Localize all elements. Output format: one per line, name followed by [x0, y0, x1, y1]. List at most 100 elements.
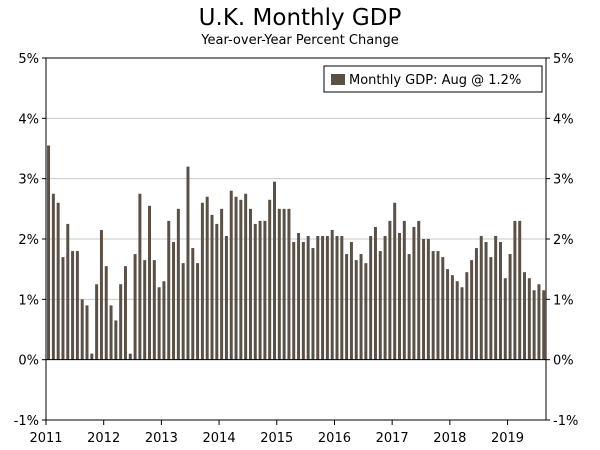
bar [340, 235, 344, 360]
bar [114, 320, 118, 360]
bar [470, 260, 474, 360]
x-tick-label: 2011 [29, 431, 62, 446]
bar [277, 208, 281, 360]
x-tick-label: 2012 [87, 431, 120, 446]
bar [85, 305, 89, 360]
y-tick-label-left: 1% [18, 293, 39, 308]
bar [47, 145, 51, 360]
y-tick-label-left: 4% [18, 112, 39, 127]
y-tick-label-right: 4% [553, 112, 574, 127]
y-tick-label-right: 3% [553, 173, 574, 188]
y-tick-label-right: 1% [553, 293, 574, 308]
bar [537, 284, 541, 360]
bar [148, 205, 151, 360]
bar [287, 208, 291, 360]
chart-title: U.K. Monthly GDP [198, 5, 402, 31]
bar [152, 260, 156, 360]
bar [335, 235, 339, 360]
bar [297, 232, 301, 360]
bar [61, 257, 65, 360]
bar [325, 235, 329, 360]
bar [80, 299, 84, 360]
bar [95, 284, 99, 360]
bar [518, 220, 522, 360]
y-tick-label-right: 0% [553, 354, 574, 369]
bar [56, 202, 60, 360]
bar [441, 257, 445, 360]
x-tick-label: 2019 [491, 431, 524, 446]
bar [426, 239, 430, 360]
bar [354, 260, 358, 360]
bar [109, 305, 113, 360]
bar [479, 235, 483, 360]
bar [99, 229, 103, 360]
x-tick-label: 2015 [260, 431, 293, 446]
y-axis-left: -1% 0% 1% 2% 3% 4% 5% [14, 52, 46, 429]
bar [172, 242, 176, 360]
bar [417, 220, 421, 360]
x-tick-label: 2013 [145, 431, 178, 446]
bar [181, 263, 185, 360]
bar [527, 278, 531, 360]
bar [301, 242, 305, 360]
bar [330, 229, 334, 360]
bar [196, 263, 200, 360]
bar [258, 220, 262, 360]
bar [162, 281, 166, 360]
bar [306, 235, 310, 360]
bar [200, 202, 204, 360]
bar [393, 202, 397, 360]
bar [465, 272, 469, 360]
bar [292, 242, 296, 360]
bar [104, 266, 108, 360]
bar [345, 254, 349, 360]
bar [378, 251, 382, 360]
bar [215, 223, 219, 360]
bar [369, 235, 373, 360]
y-tick-label-left: -1% [14, 414, 39, 429]
x-tick-label: 2014 [203, 431, 236, 446]
bar [191, 248, 195, 360]
bar [263, 220, 267, 360]
bar [229, 190, 233, 360]
bar [542, 290, 546, 360]
bar [494, 235, 498, 360]
bar [484, 242, 488, 360]
legend-swatch [331, 74, 345, 85]
bar [186, 166, 190, 360]
x-tick-label: 2018 [433, 431, 466, 446]
bar [234, 196, 238, 360]
y-axis-right: -1% 0% 1% 2% 3% 4% 5% [546, 52, 578, 429]
bar [383, 235, 387, 360]
bar [422, 239, 426, 360]
bar [349, 242, 353, 360]
legend: Monthly GDP: Aug @ 1.2% [323, 65, 543, 93]
bar [407, 254, 411, 360]
bar [167, 220, 171, 360]
bar [523, 272, 526, 360]
bar [431, 251, 435, 360]
bar [244, 193, 248, 360]
bar [239, 199, 243, 360]
bar [474, 248, 478, 360]
bar [446, 269, 450, 360]
bar [224, 235, 228, 360]
y-tick-label-left: 3% [18, 173, 39, 188]
bar [498, 242, 502, 360]
bar [321, 235, 325, 360]
bar [157, 287, 161, 360]
bar [205, 196, 209, 360]
bar [253, 223, 257, 360]
bar [210, 214, 214, 360]
bar [248, 208, 252, 360]
bar [388, 220, 392, 360]
chart-subtitle: Year-over-Year Percent Change [201, 33, 399, 48]
legend-label: Monthly GDP: Aug @ 1.2% [349, 73, 521, 88]
bar [66, 223, 70, 360]
bar [220, 208, 224, 360]
bar [51, 193, 55, 360]
bar [489, 257, 493, 360]
bar [268, 199, 272, 360]
bar [143, 260, 147, 360]
bar [412, 226, 416, 360]
